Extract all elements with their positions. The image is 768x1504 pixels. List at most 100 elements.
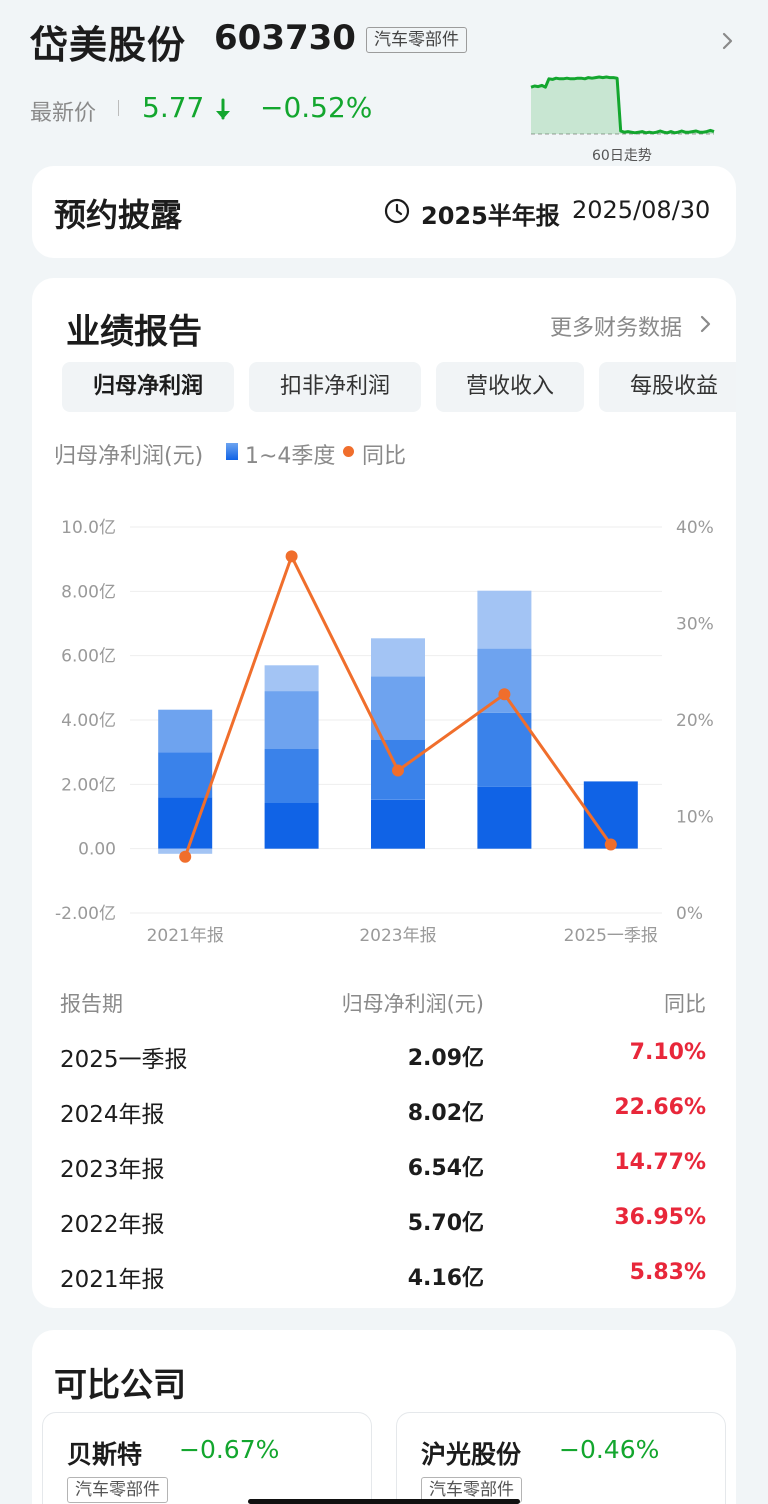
row-yoy: 7.10% [629, 1040, 706, 1065]
bar-segment[interactable] [371, 676, 425, 740]
bar-segment[interactable] [264, 803, 319, 849]
price-change: −0.52% [260, 91, 373, 124]
sparkline-area [531, 77, 714, 134]
row-period: 2022年报 [60, 1212, 165, 1238]
row-period: 2024年报 [60, 1102, 165, 1128]
trend-label: 60日走势 [592, 148, 652, 164]
row-yoy: 36.95% [614, 1205, 706, 1230]
row-yoy: 22.66% [614, 1095, 706, 1120]
performance-title: 业绩报告 [66, 312, 202, 352]
bar-segment[interactable] [477, 712, 532, 787]
disclosure-title: 预约披露 [54, 196, 183, 234]
x-tick-label: 2021年报 [147, 926, 224, 946]
chevron-right-icon[interactable] [718, 28, 738, 54]
bar-segment[interactable] [583, 781, 638, 849]
row-value: 5.70亿 [407, 1211, 484, 1236]
bar-segment[interactable] [371, 799, 425, 849]
disclosure-date: 2025/08/30 [572, 196, 711, 224]
bar-segment[interactable] [477, 590, 532, 649]
peer-change: −0.46% [559, 1435, 660, 1464]
more-financial-data-link[interactable]: 更多财务数据 [550, 316, 683, 341]
tab-eps[interactable]: 每股收益 [599, 362, 736, 412]
bar-segment[interactable] [371, 638, 425, 677]
price-label: 最新价 [30, 101, 97, 126]
sparkline-line [530, 75, 715, 135]
y-tick-label: 6.00亿 [61, 647, 116, 667]
bar-segment[interactable] [158, 709, 213, 753]
table-header-period: 报告期 [60, 992, 123, 1016]
trend-sparkline[interactable] [528, 68, 718, 140]
yoy-point[interactable] [285, 550, 298, 563]
bar-segment[interactable] [158, 752, 213, 798]
bar-segment[interactable] [264, 749, 319, 803]
y2-tick-label: 30% [676, 615, 714, 635]
row-yoy: 5.83% [629, 1260, 706, 1285]
row-period: 2023年报 [60, 1157, 165, 1183]
disclosure-card: 预约披露 2025半年报 2025/08/30 [32, 166, 736, 258]
row-value: 8.02亿 [407, 1101, 484, 1126]
stock-code: 603730 [214, 18, 356, 58]
comparable-title: 可比公司 [54, 1365, 186, 1404]
row-period: 2025一季报 [60, 1047, 188, 1073]
peer-card[interactable]: 沪光股份 −0.46% 汽车零部件 [396, 1412, 726, 1504]
tab-net-profit[interactable]: 归母净利润 [62, 362, 234, 412]
y-tick-label: 8.00亿 [61, 582, 116, 602]
price-divider [118, 96, 120, 118]
y2-tick-label: 40% [676, 518, 714, 538]
y2-tick-label: 20% [676, 711, 714, 731]
yoy-point[interactable] [392, 764, 404, 777]
y2-tick-label: 0% [676, 904, 703, 924]
stock-name: 岱美股份 [30, 23, 187, 67]
bar-segment[interactable] [264, 665, 319, 691]
table-row: 2024年报 8.02亿 22.66% [32, 1095, 736, 1149]
table-row: 2023年报 6.54亿 14.77% [32, 1150, 736, 1204]
home-indicator [248, 1499, 520, 1504]
table-header-yoy: 同比 [664, 992, 706, 1016]
y-tick-label: 4.00亿 [61, 711, 116, 731]
table-row: 2022年报 5.70亿 36.95% [32, 1205, 736, 1259]
comparable-companies-card: 可比公司 贝斯特 −0.67% 汽车零部件 沪光股份 −0.46% 汽车零部件 [32, 1330, 736, 1504]
performance-card: 业绩报告 更多财务数据 归母净利润 扣非净利润 营收收入 每股收益 归母净利润(… [32, 278, 736, 1308]
industry-tag[interactable]: 汽车零部件 [366, 27, 467, 53]
tab-revenue[interactable]: 营收收入 [436, 362, 584, 412]
y2-tick-label: 10% [676, 808, 714, 828]
peer-industry-tag: 汽车零部件 [67, 1477, 168, 1503]
disclosure-report: 2025半年报 [421, 202, 560, 230]
legend-bar-swatch [226, 443, 238, 460]
latest-price: 5.77 [142, 91, 205, 124]
row-yoy: 14.77% [614, 1150, 706, 1175]
yoy-point[interactable] [604, 838, 617, 851]
stock-header[interactable]: 岱美股份 603730 汽车零部件 最新价 5.77 −0.52% 60日走势 [0, 0, 768, 164]
bar-segment[interactable] [477, 648, 532, 713]
y-tick-label: 0.00 [78, 840, 116, 860]
table-header-value: 归母净利润(元) [341, 992, 484, 1016]
x-tick-label: 2023年报 [359, 926, 436, 946]
yoy-point[interactable] [179, 850, 192, 863]
row-value: 4.16亿 [407, 1266, 484, 1291]
y-tick-label: 2.00亿 [61, 775, 116, 795]
peer-name: 贝斯特 [67, 1440, 143, 1469]
x-tick-label: 2025一季报 [564, 926, 658, 946]
table-row: 2025一季报 2.09亿 7.10% [32, 1040, 736, 1094]
net-profit-chart[interactable]: 10.0亿 8.00亿 6.00亿 4.00亿 2.00亿 0.00 -2.00亿 40% 30… [32, 500, 736, 950]
row-period: 2021年报 [60, 1267, 165, 1293]
y-tick-label: -2.00亿 [55, 904, 116, 924]
peer-card[interactable]: 贝斯特 −0.67% 汽车零部件 [42, 1412, 372, 1504]
chevron-right-icon[interactable] [698, 312, 714, 336]
arrow-down-icon [216, 98, 230, 120]
legend-line-swatch [343, 446, 354, 457]
legend-line-label: 同比 [362, 444, 407, 469]
bar-segment[interactable] [477, 786, 532, 849]
clock-icon [384, 198, 410, 224]
row-value: 6.54亿 [407, 1156, 484, 1181]
tab-deducted-net-profit[interactable]: 扣非净利润 [249, 362, 421, 412]
yoy-point[interactable] [498, 688, 511, 701]
legend-unit: 归母净利润(元) [54, 444, 204, 469]
peer-change: −0.67% [179, 1435, 280, 1464]
y-tick-label: 10.0亿 [61, 518, 116, 538]
peer-name: 沪光股份 [421, 1440, 522, 1469]
row-value: 2.09亿 [407, 1046, 484, 1071]
bar-segment[interactable] [264, 691, 319, 749]
legend-bar-label: 1~4季度 [245, 444, 336, 469]
table-row: 2021年报 4.16亿 5.83% [32, 1260, 736, 1308]
